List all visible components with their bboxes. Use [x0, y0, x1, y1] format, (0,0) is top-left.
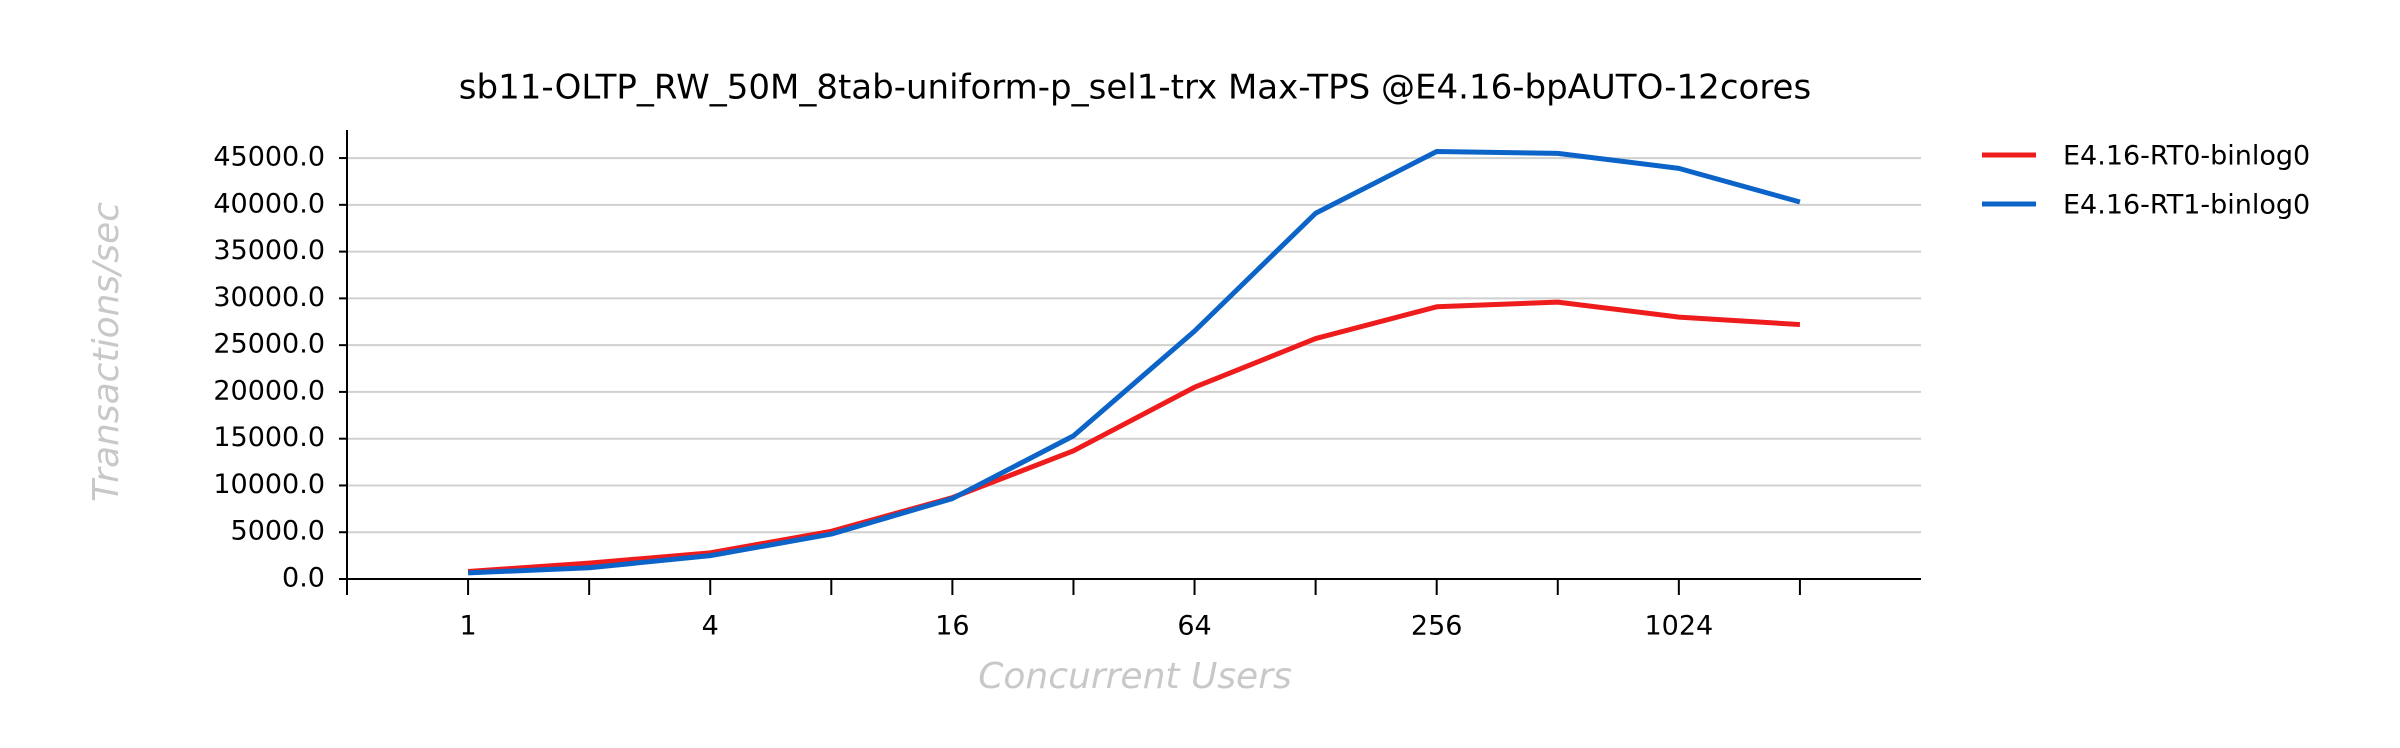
- y-tick-label: 40000.0: [213, 188, 325, 219]
- y-axis-label: Transactions/sec: [86, 202, 127, 502]
- y-tick-label: 35000.0: [213, 235, 325, 266]
- y-tick-label: 25000.0: [213, 329, 325, 360]
- chart-title: sb11-OLTP_RW_50M_8tab-uniform-p_sel1-trx…: [459, 68, 1811, 108]
- x-tick-label: 16: [935, 611, 969, 642]
- x-tick-label: 4: [702, 611, 719, 642]
- y-tick-label: 45000.0: [213, 142, 325, 173]
- y-tick-label: 10000.0: [213, 469, 325, 500]
- legend-label: E4.16-RT0-binlog0: [2063, 141, 2310, 172]
- y-tick-label: 0.0: [282, 563, 325, 594]
- x-tick-label: 1024: [1644, 611, 1713, 642]
- y-tick-label: 15000.0: [213, 422, 325, 453]
- y-tick-label: 5000.0: [231, 516, 325, 547]
- x-tick-label: 64: [1177, 611, 1211, 642]
- y-tick-label: 30000.0: [213, 282, 325, 313]
- series-line: [467, 299, 1801, 575]
- series-line: [467, 149, 1801, 576]
- legend-label: E4.16-RT1-binlog0: [2063, 190, 2310, 221]
- y-tick-label: 20000.0: [213, 375, 325, 406]
- x-tick-label: 256: [1411, 611, 1463, 642]
- x-axis-label: Concurrent Users: [978, 656, 1292, 697]
- x-tick-label: 1: [459, 611, 476, 642]
